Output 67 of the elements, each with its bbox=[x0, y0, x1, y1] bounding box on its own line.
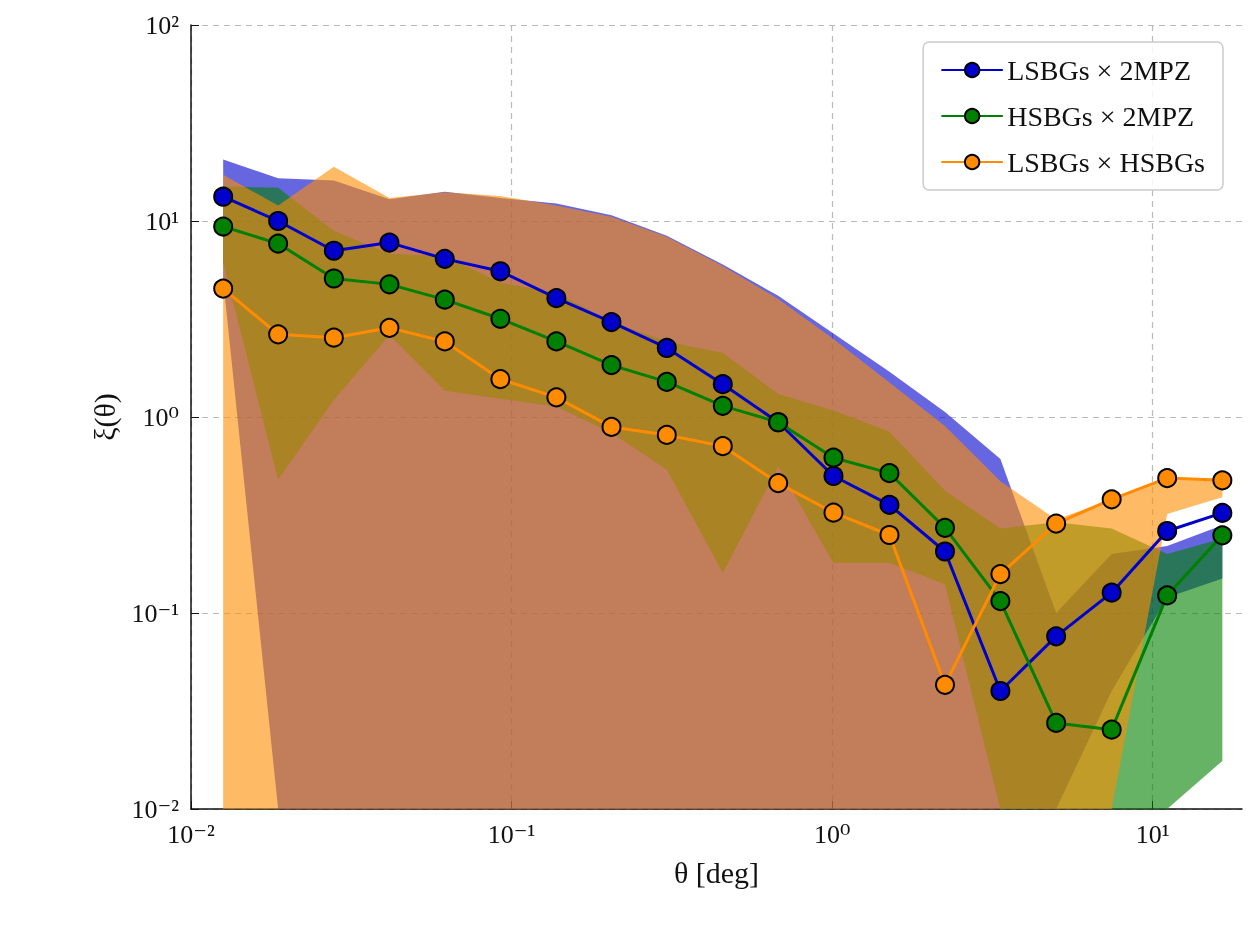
y-tick-label: 10¹ bbox=[145, 206, 179, 236]
y-tick-label: 10² bbox=[145, 10, 180, 40]
point bbox=[879, 463, 900, 484]
point bbox=[490, 369, 511, 390]
point bbox=[1046, 513, 1067, 534]
point bbox=[1212, 525, 1233, 546]
point bbox=[601, 355, 622, 376]
x-tick-label: 10⁻¹ bbox=[487, 819, 536, 849]
point bbox=[990, 591, 1011, 612]
point bbox=[879, 494, 900, 515]
point bbox=[1157, 521, 1178, 542]
point bbox=[656, 337, 677, 358]
point bbox=[823, 447, 844, 468]
point bbox=[268, 211, 289, 231]
point bbox=[213, 278, 234, 299]
point bbox=[213, 186, 234, 207]
point bbox=[656, 371, 677, 392]
point bbox=[379, 274, 400, 295]
y-tick-label: 10⁰ bbox=[142, 402, 179, 432]
x-tick-label: 10⁰ bbox=[813, 819, 851, 849]
x-tick-label: 10¹ bbox=[1135, 819, 1170, 849]
point bbox=[1212, 502, 1233, 523]
point bbox=[990, 681, 1011, 701]
point bbox=[379, 232, 400, 253]
point bbox=[268, 324, 289, 345]
point bbox=[712, 374, 733, 395]
point bbox=[546, 288, 567, 309]
point bbox=[712, 395, 733, 416]
point bbox=[1046, 626, 1067, 647]
point bbox=[935, 541, 955, 562]
point bbox=[1046, 712, 1067, 733]
point bbox=[712, 436, 733, 457]
point bbox=[1157, 585, 1178, 606]
point bbox=[323, 268, 344, 289]
point bbox=[990, 564, 1011, 585]
point bbox=[323, 327, 344, 348]
point bbox=[379, 317, 400, 338]
y-axis-title: ξ(θ) bbox=[87, 393, 122, 441]
y-tick-label: 10⁻¹ bbox=[131, 598, 179, 628]
point bbox=[323, 240, 344, 261]
point bbox=[601, 312, 622, 333]
point bbox=[656, 424, 677, 445]
x-axis-title: θ [deg] bbox=[673, 855, 760, 889]
point bbox=[1157, 468, 1178, 489]
point bbox=[823, 502, 844, 523]
point bbox=[935, 674, 955, 695]
point bbox=[1101, 582, 1122, 603]
point bbox=[546, 331, 567, 352]
point bbox=[434, 289, 455, 310]
point bbox=[1212, 470, 1233, 491]
legend-label: LSBGs × 2MPZ bbox=[1007, 54, 1191, 86]
point bbox=[879, 525, 900, 545]
point bbox=[434, 248, 455, 269]
point bbox=[490, 261, 511, 282]
point bbox=[213, 216, 234, 237]
point bbox=[268, 233, 289, 254]
point bbox=[434, 331, 455, 352]
legend-label: LSBGs × HSBGs bbox=[1007, 146, 1206, 178]
point bbox=[546, 387, 567, 408]
legend-label: HSBGs × 2MPZ bbox=[1007, 100, 1195, 132]
point bbox=[823, 466, 844, 486]
point bbox=[490, 308, 511, 329]
point bbox=[601, 416, 622, 437]
point bbox=[1101, 489, 1122, 510]
point bbox=[768, 473, 789, 494]
point bbox=[935, 517, 955, 538]
point bbox=[1101, 719, 1122, 740]
